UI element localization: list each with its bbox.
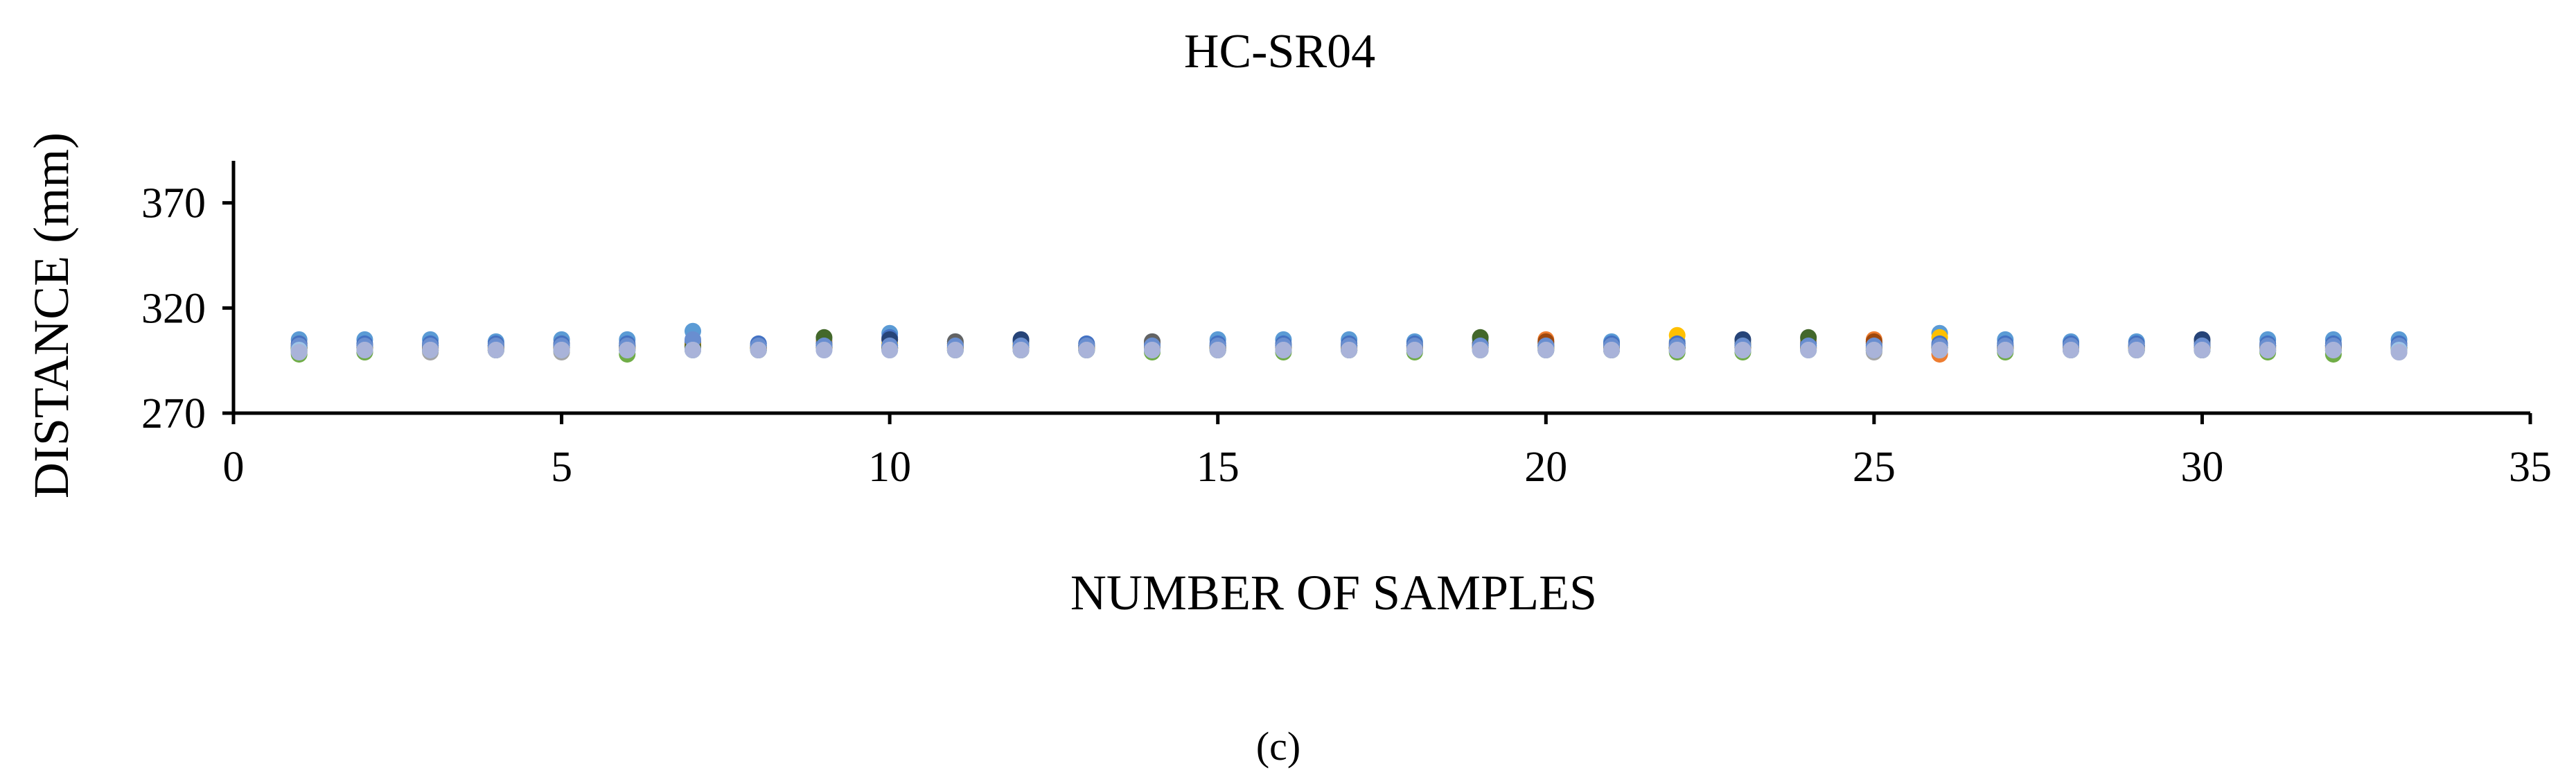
data-point [487, 342, 504, 358]
x-tick-label: 0 [223, 444, 245, 491]
x-tick-label: 25 [1853, 444, 1896, 491]
data-points [290, 322, 2408, 363]
y-axis-label: DISTANCE (mm) [24, 132, 79, 498]
data-point [750, 342, 767, 358]
data-point [1931, 342, 1948, 358]
data-point [2324, 342, 2342, 358]
data-point [619, 342, 636, 358]
data-point [2194, 342, 2211, 358]
data-point [1275, 342, 1292, 358]
data-point [881, 342, 899, 358]
data-point [356, 342, 373, 358]
figure-caption: (c) [1256, 724, 1300, 769]
data-point [1865, 342, 1882, 358]
data-point [1472, 342, 1489, 358]
x-tick-label: 5 [551, 444, 572, 491]
data-point [1668, 342, 1686, 358]
data-point [422, 342, 439, 358]
y-ticks: 270 320 370 [141, 180, 233, 437]
y-tick-label: 370 [141, 180, 206, 227]
data-point [1734, 342, 1752, 358]
data-point [1603, 342, 1620, 358]
data-point [1341, 342, 1358, 358]
data-point [1012, 342, 1030, 358]
data-point [1209, 342, 1226, 358]
data-point [2128, 342, 2145, 358]
data-point [1997, 342, 2014, 358]
x-ticks: 0 5 10 15 20 25 30 35 [223, 413, 2552, 491]
data-point [1537, 342, 1555, 358]
series-14 [290, 342, 2408, 361]
x-tick-label: 35 [2509, 444, 2552, 491]
x-tick-label: 10 [868, 444, 911, 491]
data-point [946, 342, 964, 358]
data-point [1078, 342, 1095, 358]
y-tick-label: 320 [141, 285, 206, 332]
x-tick-label: 30 [2180, 444, 2223, 491]
data-point [685, 342, 701, 358]
data-point [2259, 342, 2277, 358]
x-axis-label: NUMBER OF SAMPLES [1070, 565, 1597, 620]
x-tick-label: 15 [1197, 444, 1240, 491]
data-point [553, 342, 570, 358]
data-point [1800, 342, 1817, 358]
chart-title: HC-SR04 [1184, 25, 1375, 78]
data-point [2063, 342, 2079, 358]
y-tick-label: 270 [141, 390, 206, 437]
data-point [815, 342, 833, 358]
data-point [1144, 342, 1161, 358]
data-point [290, 344, 308, 361]
data-point [2390, 344, 2408, 361]
x-tick-label: 20 [1524, 444, 1567, 491]
data-point [1406, 342, 1423, 358]
